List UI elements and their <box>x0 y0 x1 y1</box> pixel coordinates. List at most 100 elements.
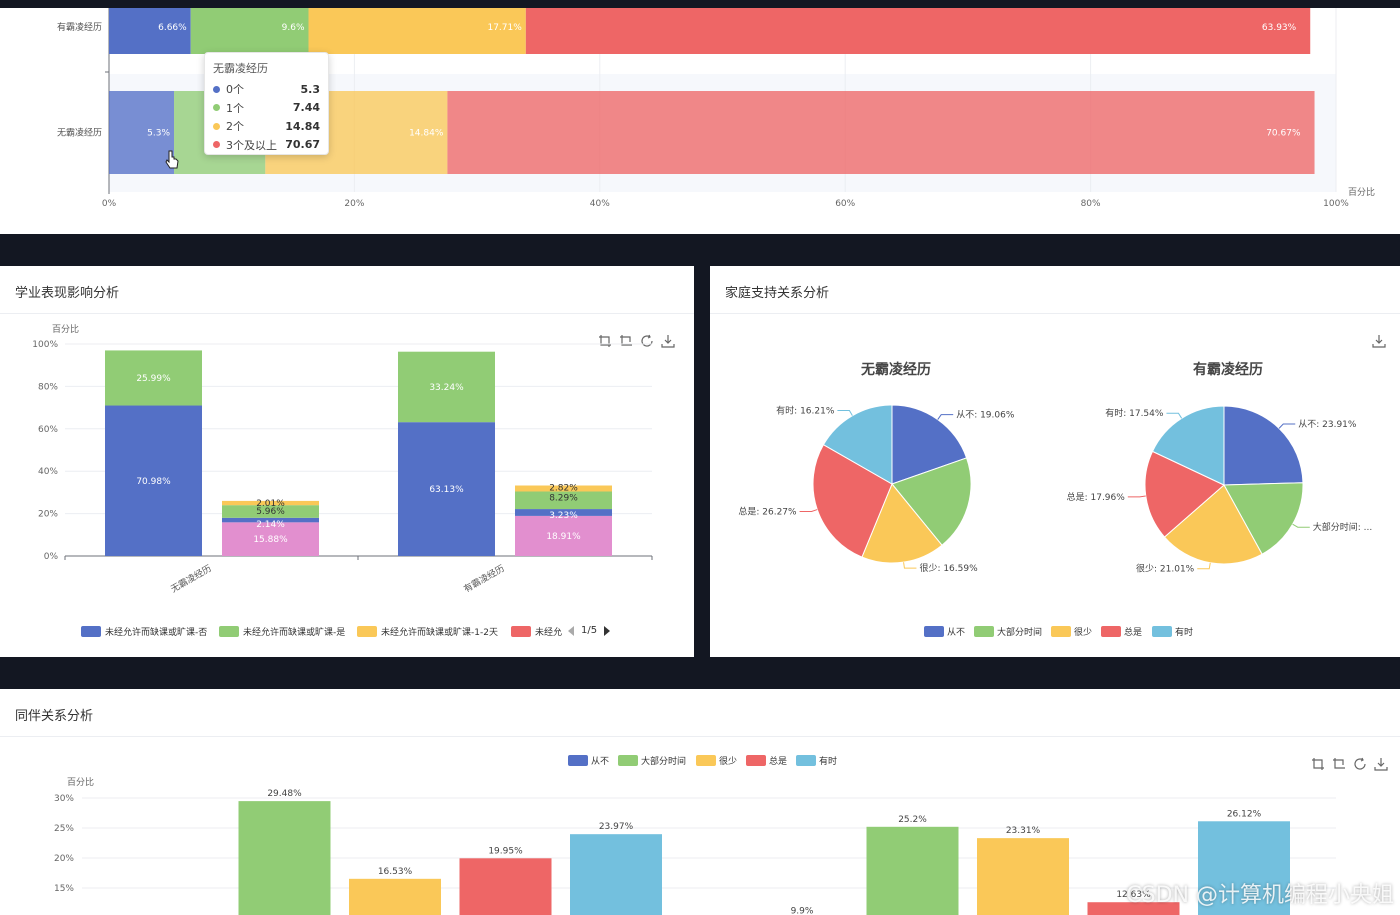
legend-label[interactable]: 未经允许而缺课或旷课-是 <box>243 626 345 638</box>
bar-segment[interactable] <box>398 351 495 423</box>
data-label: 19.95% <box>488 846 523 856</box>
bar-segment[interactable] <box>515 515 612 556</box>
bar-segment[interactable] <box>190 8 309 54</box>
bar[interactable] <box>238 801 331 915</box>
bar-segment[interactable] <box>515 485 612 492</box>
pie-label: 从不: 23.91% <box>1298 419 1357 430</box>
data-label: 70.67% <box>1266 129 1301 139</box>
download-icon[interactable] <box>661 334 675 348</box>
bullying-count-panel: 0% 20% 40% 60% 80% 100% 百分比 有霸凌经历 6.66% 9.6% 17.71… <box>0 8 1400 234</box>
legend-swatch[interactable] <box>796 755 816 766</box>
legend-label[interactable]: 有时 <box>819 755 837 767</box>
legend-swatch[interactable] <box>1051 626 1071 637</box>
bar-segment[interactable] <box>105 350 202 406</box>
legend-label[interactable]: 大部分时间 <box>997 626 1042 638</box>
y-tick-label: 25% <box>54 824 74 834</box>
legend-swatch[interactable] <box>974 626 994 637</box>
bar[interactable] <box>977 838 1069 915</box>
tooltip-row: 0个 5.3 <box>213 80 320 99</box>
legend-label[interactable]: 总是 <box>769 755 787 767</box>
bar[interactable] <box>1087 902 1180 915</box>
tooltip-title: 无霸凌经历 <box>213 62 268 75</box>
legend-label[interactable]: 有时 <box>1175 626 1193 638</box>
legend-label[interactable]: 未经允许而缺课或旷课-1-2天 <box>381 626 498 638</box>
bar[interactable] <box>459 858 552 915</box>
x-tick-label: 80% <box>1081 199 1101 209</box>
chevron-left-icon[interactable] <box>567 625 575 636</box>
bar-segment[interactable] <box>308 8 526 54</box>
pie-label-line <box>903 562 917 569</box>
pie-slice[interactable] <box>1163 484 1263 565</box>
bar-segment[interactable] <box>109 91 175 174</box>
bar-segment[interactable] <box>515 491 612 510</box>
bar[interactable] <box>570 834 662 915</box>
pie-slice[interactable] <box>1223 482 1304 555</box>
bar-segment[interactable] <box>109 8 191 54</box>
legend-swatch[interactable] <box>219 626 239 637</box>
legend-swatch[interactable] <box>357 626 377 637</box>
data-label: 18.91% <box>546 532 581 542</box>
watermark: CSDN @计算机编程小央姐 <box>1126 883 1394 908</box>
legend-label[interactable]: 大部分时间 <box>641 755 686 767</box>
y-axis-name: 百分比 <box>52 323 79 335</box>
legend-swatch[interactable] <box>1152 626 1172 637</box>
data-label: 8.29% <box>549 493 578 503</box>
legend-swatch[interactable] <box>924 626 944 637</box>
pie-label: 大部分时间: ... <box>1313 521 1372 533</box>
legend-swatch[interactable] <box>618 755 638 766</box>
refresh-icon[interactable] <box>1353 757 1367 771</box>
download-icon[interactable] <box>1372 334 1386 348</box>
data-label: 70.98% <box>136 477 171 487</box>
legend-label[interactable]: 总是 <box>1124 626 1142 638</box>
x-tick-label: 20% <box>344 199 364 209</box>
bar-segment[interactable] <box>398 422 495 556</box>
bar[interactable] <box>866 826 959 915</box>
pie-slice[interactable] <box>822 404 893 485</box>
legend-swatch[interactable] <box>81 626 101 637</box>
pie-label-line <box>1278 423 1296 429</box>
data-label: 9.6% <box>282 23 305 33</box>
legend-swatch[interactable] <box>696 755 716 766</box>
legend-swatch[interactable] <box>1101 626 1121 637</box>
legend-swatch[interactable] <box>746 755 766 766</box>
data-label: 16.53% <box>378 867 413 877</box>
data-label: 29.48% <box>267 789 302 799</box>
data-label: 63.93% <box>1262 23 1297 33</box>
data-label: 14.84% <box>409 129 444 139</box>
bar[interactable] <box>1198 821 1290 915</box>
y-tick-label: 100% <box>32 340 58 350</box>
legend-label[interactable]: 从不 <box>591 756 609 767</box>
bar-segment[interactable] <box>105 405 202 556</box>
zoom-icon[interactable] <box>1311 757 1325 771</box>
bar-segment[interactable] <box>222 505 319 518</box>
chart-toolbox <box>1311 757 1388 771</box>
zoom-reset-icon[interactable] <box>619 334 633 348</box>
bar[interactable] <box>349 878 441 915</box>
chevron-right-icon[interactable] <box>603 625 611 636</box>
data-label: 5.3% <box>147 129 170 139</box>
bar-segment[interactable] <box>222 500 319 506</box>
legend-label[interactable]: 很少 <box>1074 626 1092 638</box>
zoom-reset-icon[interactable] <box>1332 757 1346 771</box>
legend-label[interactable]: 从不 <box>947 627 965 638</box>
pie-slice[interactable] <box>1151 405 1225 486</box>
data-label: 12.63% <box>1116 890 1151 900</box>
x-tick-label: 0% <box>102 199 117 209</box>
legend-label[interactable]: 未经允 <box>535 626 562 638</box>
download-icon[interactable] <box>1374 757 1388 771</box>
mouse-cursor-icon <box>165 150 179 169</box>
y-tick-label: 30% <box>54 794 74 804</box>
legend-label[interactable]: 未经允许而缺课或旷课-否 <box>105 626 207 638</box>
legend-swatch[interactable] <box>511 626 531 637</box>
bar-segment[interactable] <box>222 522 319 556</box>
bar-segment[interactable] <box>515 509 612 516</box>
pie-slice[interactable] <box>1144 450 1225 538</box>
bar-segment[interactable] <box>447 91 1315 174</box>
bar-segment[interactable] <box>525 8 1311 54</box>
legend-label[interactable]: 很少 <box>719 755 737 767</box>
pie-slice[interactable] <box>891 457 972 546</box>
pie-slice[interactable] <box>1223 405 1304 486</box>
chart-toolbox <box>1372 334 1386 348</box>
legend-swatch[interactable] <box>568 755 588 766</box>
bar-segment[interactable] <box>222 517 319 523</box>
